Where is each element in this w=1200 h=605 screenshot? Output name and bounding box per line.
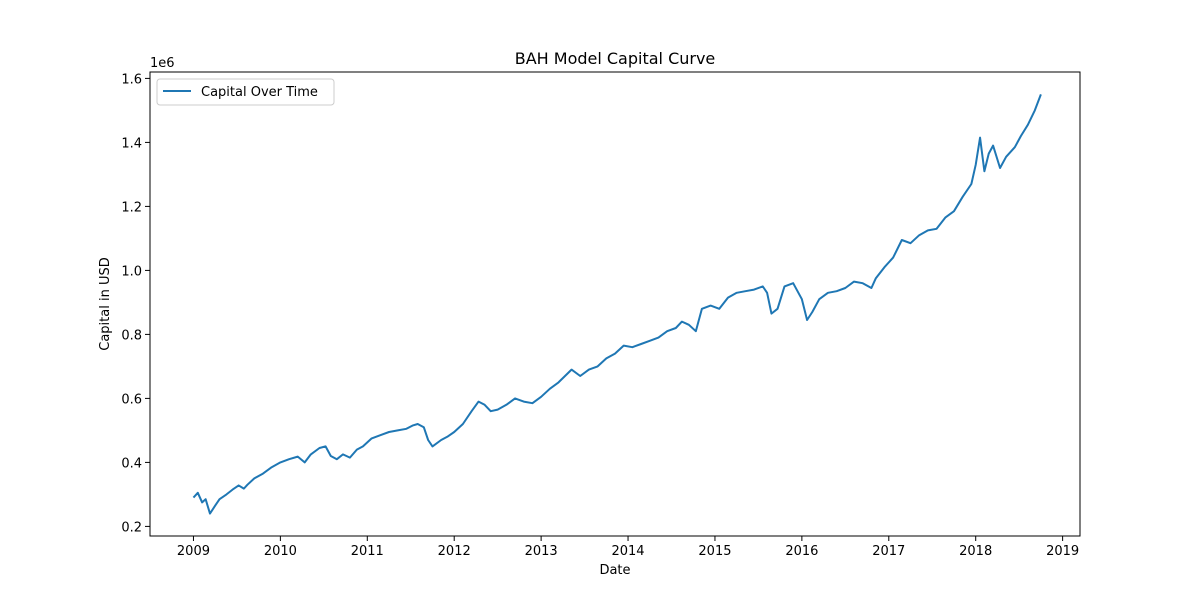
x-axis-ticks: 2009 2010 2011 2012 2013 2014 2015 2016 2017 2018… [177,536,1079,559]
legend-entry-capital: Capital Over Time [201,85,318,100]
x-tick-label: 2012 [438,544,471,559]
y-tick-label: 0.2 [121,520,142,535]
x-tick-label: 2011 [351,544,384,559]
legend: Capital Over Time [156,78,335,106]
y-tick-label: 1.6 [121,72,142,87]
y-axis-multiplier: 1e6 [150,56,175,71]
x-tick-label: 2017 [872,544,905,559]
x-tick-label: 2015 [698,544,731,559]
chart-title: BAH Model Capital Curve [515,49,716,68]
x-tick-label: 2016 [785,544,818,559]
y-axis-ticks: 0.2 0.4 0.6 0.8 1.0 1.2 1.4 1.6 [121,72,150,535]
x-tick-label: 2014 [611,544,644,559]
legend-box [156,78,335,106]
y-tick-label: 0.8 [121,328,142,343]
x-tick-label: 2013 [525,544,558,559]
y-tick-label: 1.2 [121,200,142,215]
x-tick-label: 2018 [959,544,992,559]
plot-area-frame [149,71,1081,537]
x-tick-label: 2009 [177,544,210,559]
y-tick-label: 0.4 [121,456,142,471]
series-line-capital [192,94,1042,515]
y-tick-label: 1.4 [121,136,142,151]
x-tick-label: 2010 [264,544,297,559]
x-axis-label: Date [599,563,630,578]
y-tick-label: 1.0 [121,264,142,279]
x-tick-label: 2019 [1046,544,1079,559]
y-axis-label: Capital in USD [98,257,113,350]
y-tick-label: 0.6 [121,392,142,407]
